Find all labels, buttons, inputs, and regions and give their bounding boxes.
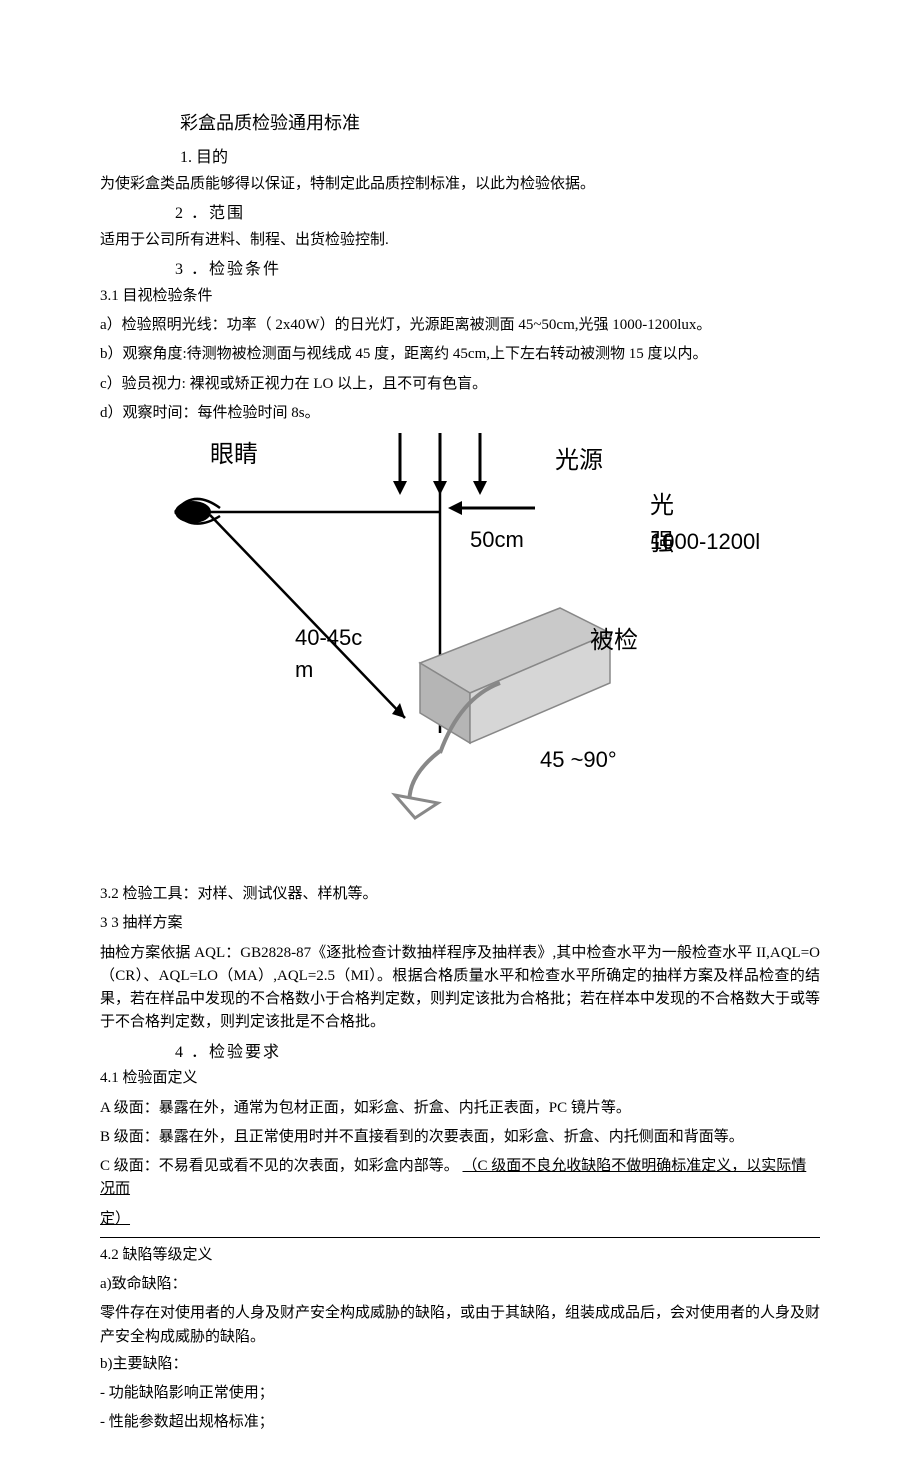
- diagram-label-4045b: m: [295, 653, 313, 687]
- section-4-1-c-ul2: 定）: [100, 1208, 820, 1231]
- section-4-1-c-pre: C 级面：不易看见或看不见的次表面，如彩盒内部等。: [100, 1158, 463, 1174]
- diagram-label-angle: 45 ~90°: [540, 743, 617, 777]
- section-3-1-a: a）检验照明光线：功率（ 2x40W）的日光灯，光源距离被测面 45~50cm,…: [100, 314, 820, 337]
- section-3-1-d: d）观察时间：每件检验时间 8s。: [100, 402, 820, 425]
- section-4-1-b: B 级面：暴露在外，且正常使用时并不直接看到的次要表面，如彩盒、折盒、内托侧面和…: [100, 1126, 820, 1149]
- section-4-2-a-body: 零件存在对使用者的人身及财产安全构成威胁的缺陷，或由于其缺陷，组装成成品后，会对…: [100, 1302, 820, 1349]
- diagram-label-light: 光源: [555, 443, 603, 480]
- diagram-label-4045a: 40-45c: [295, 621, 362, 655]
- section-1-body: 为使彩盒类品质能够得以保证，特制定此品质控制标准，以此为检验依据。: [100, 173, 820, 196]
- section-4-1: 4.1 检验面定义: [100, 1067, 820, 1090]
- section-3-1: 3.1 目视检验条件: [100, 285, 820, 308]
- section-3-2: 3.2 检验工具：对样、测试仪器、样机等。: [100, 883, 820, 906]
- diagram-label-50cm: 50cm: [470, 523, 524, 557]
- section-4-1-c: C 级面：不易看见或看不见的次表面，如彩盒内部等。 （C 级面不良允收缺陷不做明…: [100, 1155, 820, 1202]
- section-4-2-a: a)致命缺陷：: [100, 1273, 820, 1296]
- section-4-1-a: A 级面：暴露在外，通常为包材正面，如彩盒、折盒、内托正表面，PC 镜片等。: [100, 1097, 820, 1120]
- section-3-1-c: c）验员视力: 裸视或矫正视力在 LO 以上，且不可有色盲。: [100, 373, 820, 396]
- separator-line: [100, 1237, 820, 1238]
- section-1-head: 1. 目的: [180, 146, 820, 171]
- section-3-1-b: b）观察角度:待测物被检测面与视线成 45 度，距离约 45cm,上下左右转动被…: [100, 343, 820, 366]
- section-4-2: 4.2 缺陷等级定义: [100, 1244, 820, 1267]
- section-4-2-b-1: - 功能缺陷影响正常使用；: [100, 1382, 820, 1405]
- section-4-head: 4 ．检验要求: [175, 1041, 820, 1066]
- inspection-diagram: 眼睛 光源 光强 1000-1200l 50cm 40-45c m 被检 45 …: [140, 433, 780, 833]
- diagram-label-lux2: 1000-1200l: [650, 525, 760, 559]
- document-page: 彩盒品质检验通用标准 1. 目的 为使彩盒类品质能够得以保证，特制定此品质控制标…: [0, 0, 920, 1481]
- diagram-label-obj: 被检: [590, 623, 638, 660]
- doc-title: 彩盒品质检验通用标准: [180, 110, 820, 138]
- diagram-label-eye: 眼睛: [210, 437, 258, 474]
- section-4-2-b: b)主要缺陷：: [100, 1353, 820, 1376]
- section-2-head: 2 ．范围: [175, 202, 820, 227]
- section-3-3: 3 3 抽样方案: [100, 912, 820, 935]
- section-4-2-b-2: - 性能参数超出规格标准；: [100, 1411, 820, 1434]
- section-3-head: 3 ．检验条件: [175, 258, 820, 283]
- section-3-3-body: 抽检方案依据 AQL：GB2828-87《逐批检查计数抽样程序及抽样表》,其中检…: [100, 942, 820, 1035]
- section-2-body: 适用于公司所有进料、制程、出货检验控制.: [100, 229, 820, 252]
